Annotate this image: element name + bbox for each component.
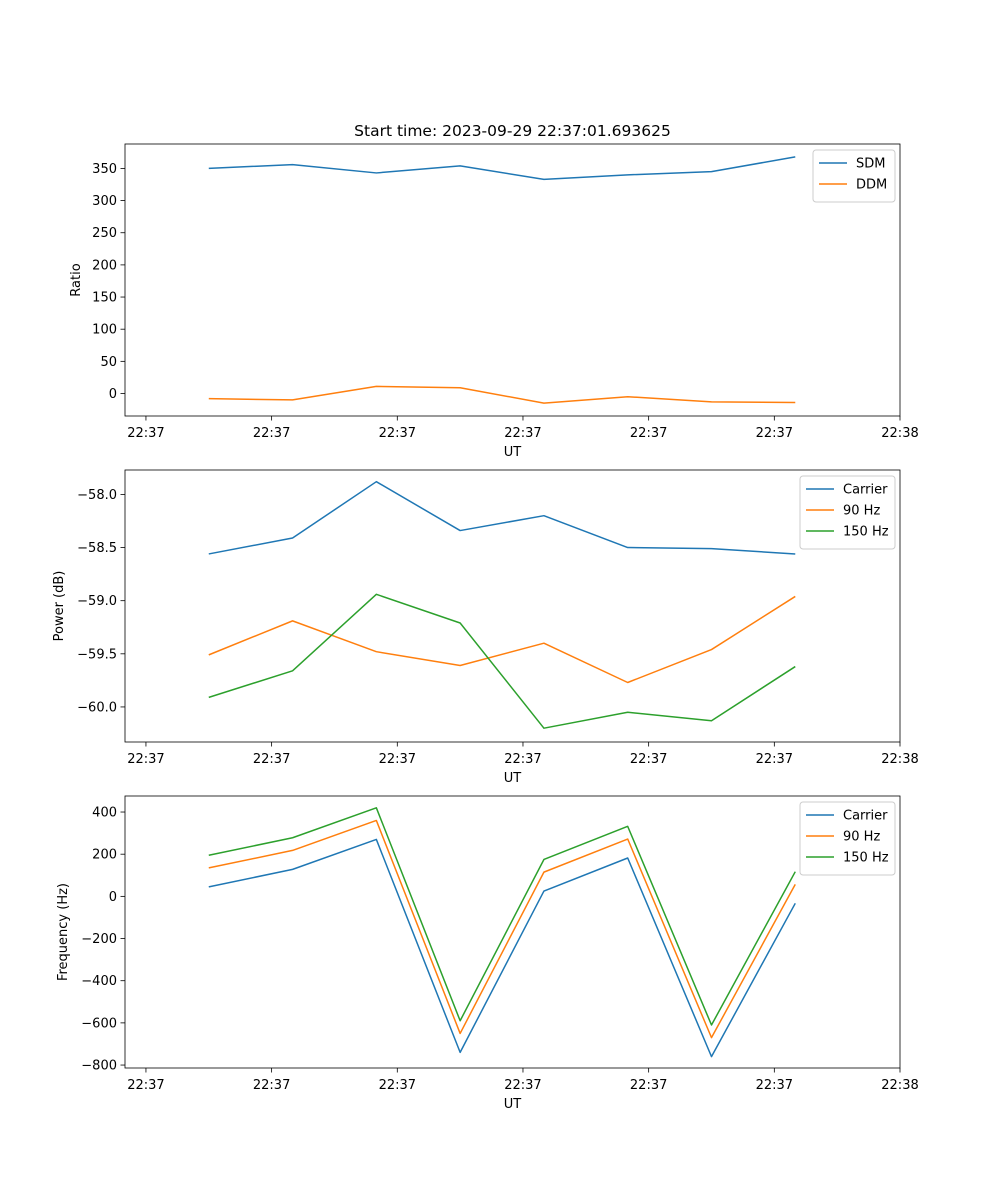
x-tick-label: 22:37 bbox=[504, 426, 541, 441]
x-tick-label: 22:37 bbox=[630, 1078, 667, 1093]
plot-frame bbox=[124, 795, 901, 1069]
series-line-ddm bbox=[208, 385, 796, 404]
y-tick-label: 200 bbox=[92, 258, 117, 273]
x-tick-label: 22:37 bbox=[504, 1078, 541, 1093]
x-axis-label: UT bbox=[504, 445, 522, 460]
x-tick-label: 22:37 bbox=[253, 426, 290, 441]
series-line-carrier bbox=[208, 838, 796, 1058]
chart-title: Start time: 2023-09-29 22:37:01.693625 bbox=[354, 122, 671, 140]
y-tick-label: −800 bbox=[81, 1059, 117, 1074]
legend-label: SDM bbox=[856, 157, 885, 172]
legend-label: DDM bbox=[856, 178, 887, 193]
x-tick-label: 22:37 bbox=[127, 752, 164, 767]
y-tick-label: 100 bbox=[92, 323, 117, 338]
y-tick-label: 400 bbox=[92, 806, 117, 821]
x-tick-label: 22:37 bbox=[756, 426, 793, 441]
y-tick-label: 0 bbox=[109, 890, 117, 905]
legend-label: 150 Hz bbox=[843, 525, 889, 540]
y-tick-label: −60.0 bbox=[77, 700, 117, 715]
legend-label: 90 Hz bbox=[843, 830, 880, 845]
y-tick-label: 250 bbox=[92, 226, 117, 241]
y-tick-label: −200 bbox=[81, 932, 117, 947]
x-tick-label: 22:37 bbox=[504, 752, 541, 767]
series-line-90-hz bbox=[208, 595, 796, 684]
x-tick-label: 22:38 bbox=[881, 426, 918, 441]
series-line-150-hz bbox=[208, 593, 796, 729]
y-axis-label: Ratio bbox=[69, 263, 84, 296]
plot-frame bbox=[124, 143, 901, 417]
x-axis-label: UT bbox=[504, 771, 522, 786]
x-tick-label: 22:37 bbox=[379, 1078, 416, 1093]
series-line-sdm bbox=[208, 156, 796, 181]
x-axis-label: UT bbox=[504, 1097, 522, 1112]
x-tick-label: 22:37 bbox=[756, 752, 793, 767]
x-tick-label: 22:37 bbox=[127, 426, 164, 441]
series-line-90-hz bbox=[208, 819, 796, 1039]
y-tick-label: −400 bbox=[81, 974, 117, 989]
legend-label: 150 Hz bbox=[843, 851, 889, 866]
y-tick-label: 0 bbox=[109, 387, 117, 402]
x-tick-label: 22:37 bbox=[756, 1078, 793, 1093]
x-tick-label: 22:38 bbox=[881, 1078, 918, 1093]
y-tick-label: 50 bbox=[100, 355, 117, 370]
y-tick-label: −59.5 bbox=[77, 647, 117, 662]
legend-label: Carrier bbox=[843, 483, 888, 498]
y-tick-label: 200 bbox=[92, 848, 117, 863]
x-tick-label: 22:37 bbox=[253, 752, 290, 767]
y-tick-label: −600 bbox=[81, 1016, 117, 1031]
x-tick-label: 22:37 bbox=[379, 752, 416, 767]
x-tick-label: 22:37 bbox=[379, 426, 416, 441]
y-axis-label: Power (dB) bbox=[52, 571, 67, 642]
y-tick-label: 150 bbox=[92, 291, 117, 306]
y-tick-label: 300 bbox=[92, 194, 117, 209]
plot-frame bbox=[124, 469, 901, 743]
y-tick-label: −59.0 bbox=[77, 594, 117, 609]
y-tick-label: −58.5 bbox=[77, 541, 117, 556]
y-tick-label: −58.0 bbox=[77, 488, 117, 503]
x-tick-label: 22:37 bbox=[253, 1078, 290, 1093]
x-tick-label: 22:38 bbox=[881, 752, 918, 767]
x-tick-label: 22:37 bbox=[630, 426, 667, 441]
y-tick-label: 350 bbox=[92, 162, 117, 177]
x-tick-label: 22:37 bbox=[127, 1078, 164, 1093]
legend-label: 90 Hz bbox=[843, 504, 880, 519]
series-line-carrier bbox=[208, 480, 796, 555]
x-tick-label: 22:37 bbox=[630, 752, 667, 767]
legend-label: Carrier bbox=[843, 809, 888, 824]
series-line-150-hz bbox=[208, 807, 796, 1026]
y-axis-label: Frequency (Hz) bbox=[56, 883, 71, 981]
